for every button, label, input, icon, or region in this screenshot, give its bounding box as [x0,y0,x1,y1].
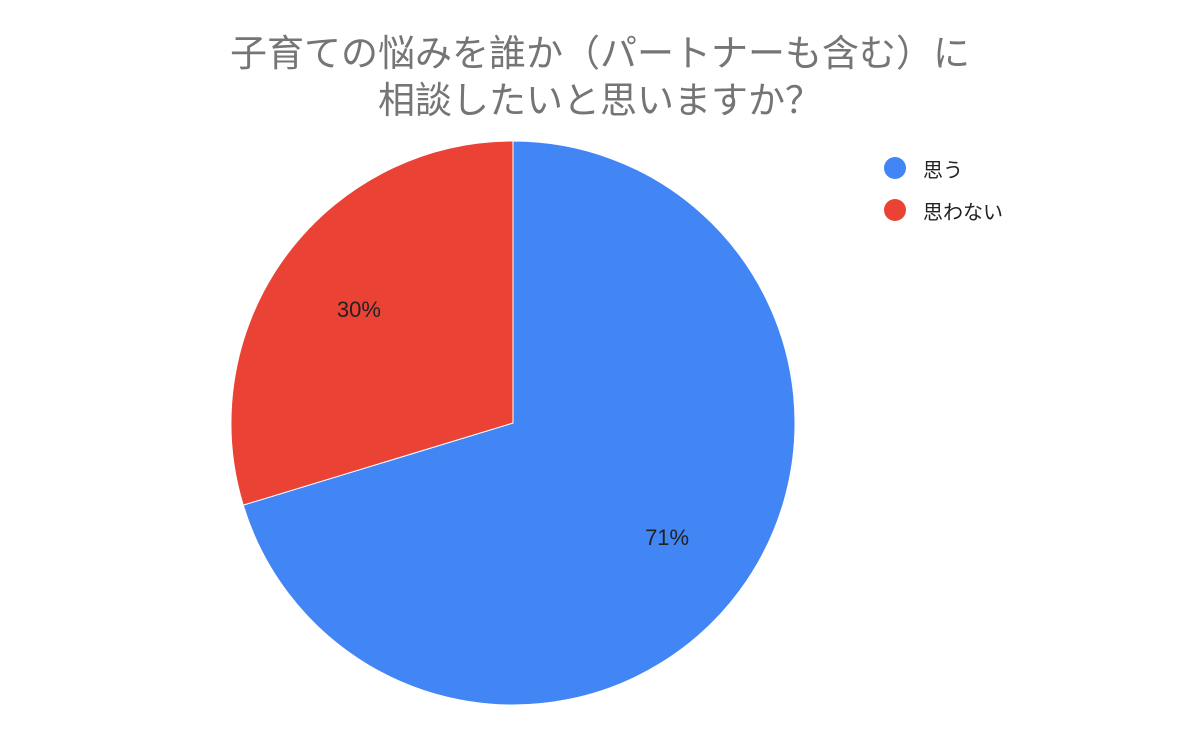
legend-dot-omowanai [884,199,906,221]
chart-title-line-2: 相談したいと思いますか？ [378,79,822,122]
legend-label-omowanai: 思わない [923,199,1003,224]
legend: 思う 思わない [884,156,1003,240]
legend-label-omou: 思う [923,157,963,182]
slice-label-omou: 71% [645,525,689,550]
pie-slice-omowanai[interactable] [230,140,514,506]
legend-dot-omou [884,157,906,179]
legend-item-omowanai[interactable]: 思わない [884,198,1003,224]
pie-slice-omou[interactable] [242,140,796,706]
slice-label-omowanai: 30% [337,297,381,322]
legend-item-omou[interactable]: 思う [884,156,1003,182]
chart-title: 子育ての悩みを誰か（パートナーも含む）に 相談したいと思いますか？ [0,30,1200,124]
chart-title-line-1: 子育ての悩みを誰か（パートナーも含む）に [230,32,970,75]
